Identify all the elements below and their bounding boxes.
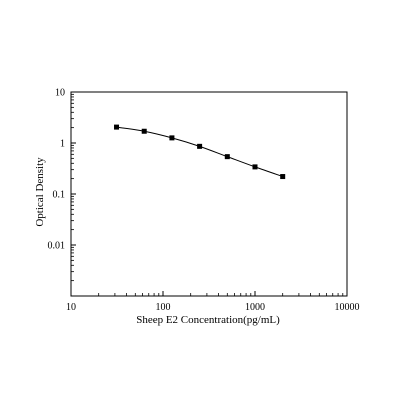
x-axis: 10 100 1000 10000 bbox=[66, 291, 360, 313]
data-point bbox=[141, 128, 147, 134]
x-tick-label: 100 bbox=[156, 302, 171, 313]
series-layer bbox=[114, 124, 286, 180]
y-tick-label: 0.01 bbox=[48, 241, 66, 252]
data-point bbox=[280, 174, 286, 180]
data-point bbox=[224, 154, 230, 160]
data-point bbox=[197, 143, 203, 149]
data-point bbox=[114, 124, 120, 130]
x-tick-label: 10000 bbox=[335, 302, 360, 313]
y-axis-label: Optical Density bbox=[34, 157, 46, 227]
y-tick-label: 0.1 bbox=[53, 190, 66, 201]
data-point bbox=[252, 164, 258, 170]
y-tick-label: 1 bbox=[60, 139, 65, 150]
y-tick-label: 10 bbox=[55, 88, 65, 99]
y-axis: 0.01 0.1 1 10 bbox=[48, 88, 76, 282]
data-point bbox=[169, 135, 175, 141]
x-tick-label: 10 bbox=[66, 302, 76, 313]
x-tick-label: 1000 bbox=[245, 302, 265, 313]
x-axis-label: Sheep E2 Concentration(pg/mL) bbox=[136, 314, 280, 326]
